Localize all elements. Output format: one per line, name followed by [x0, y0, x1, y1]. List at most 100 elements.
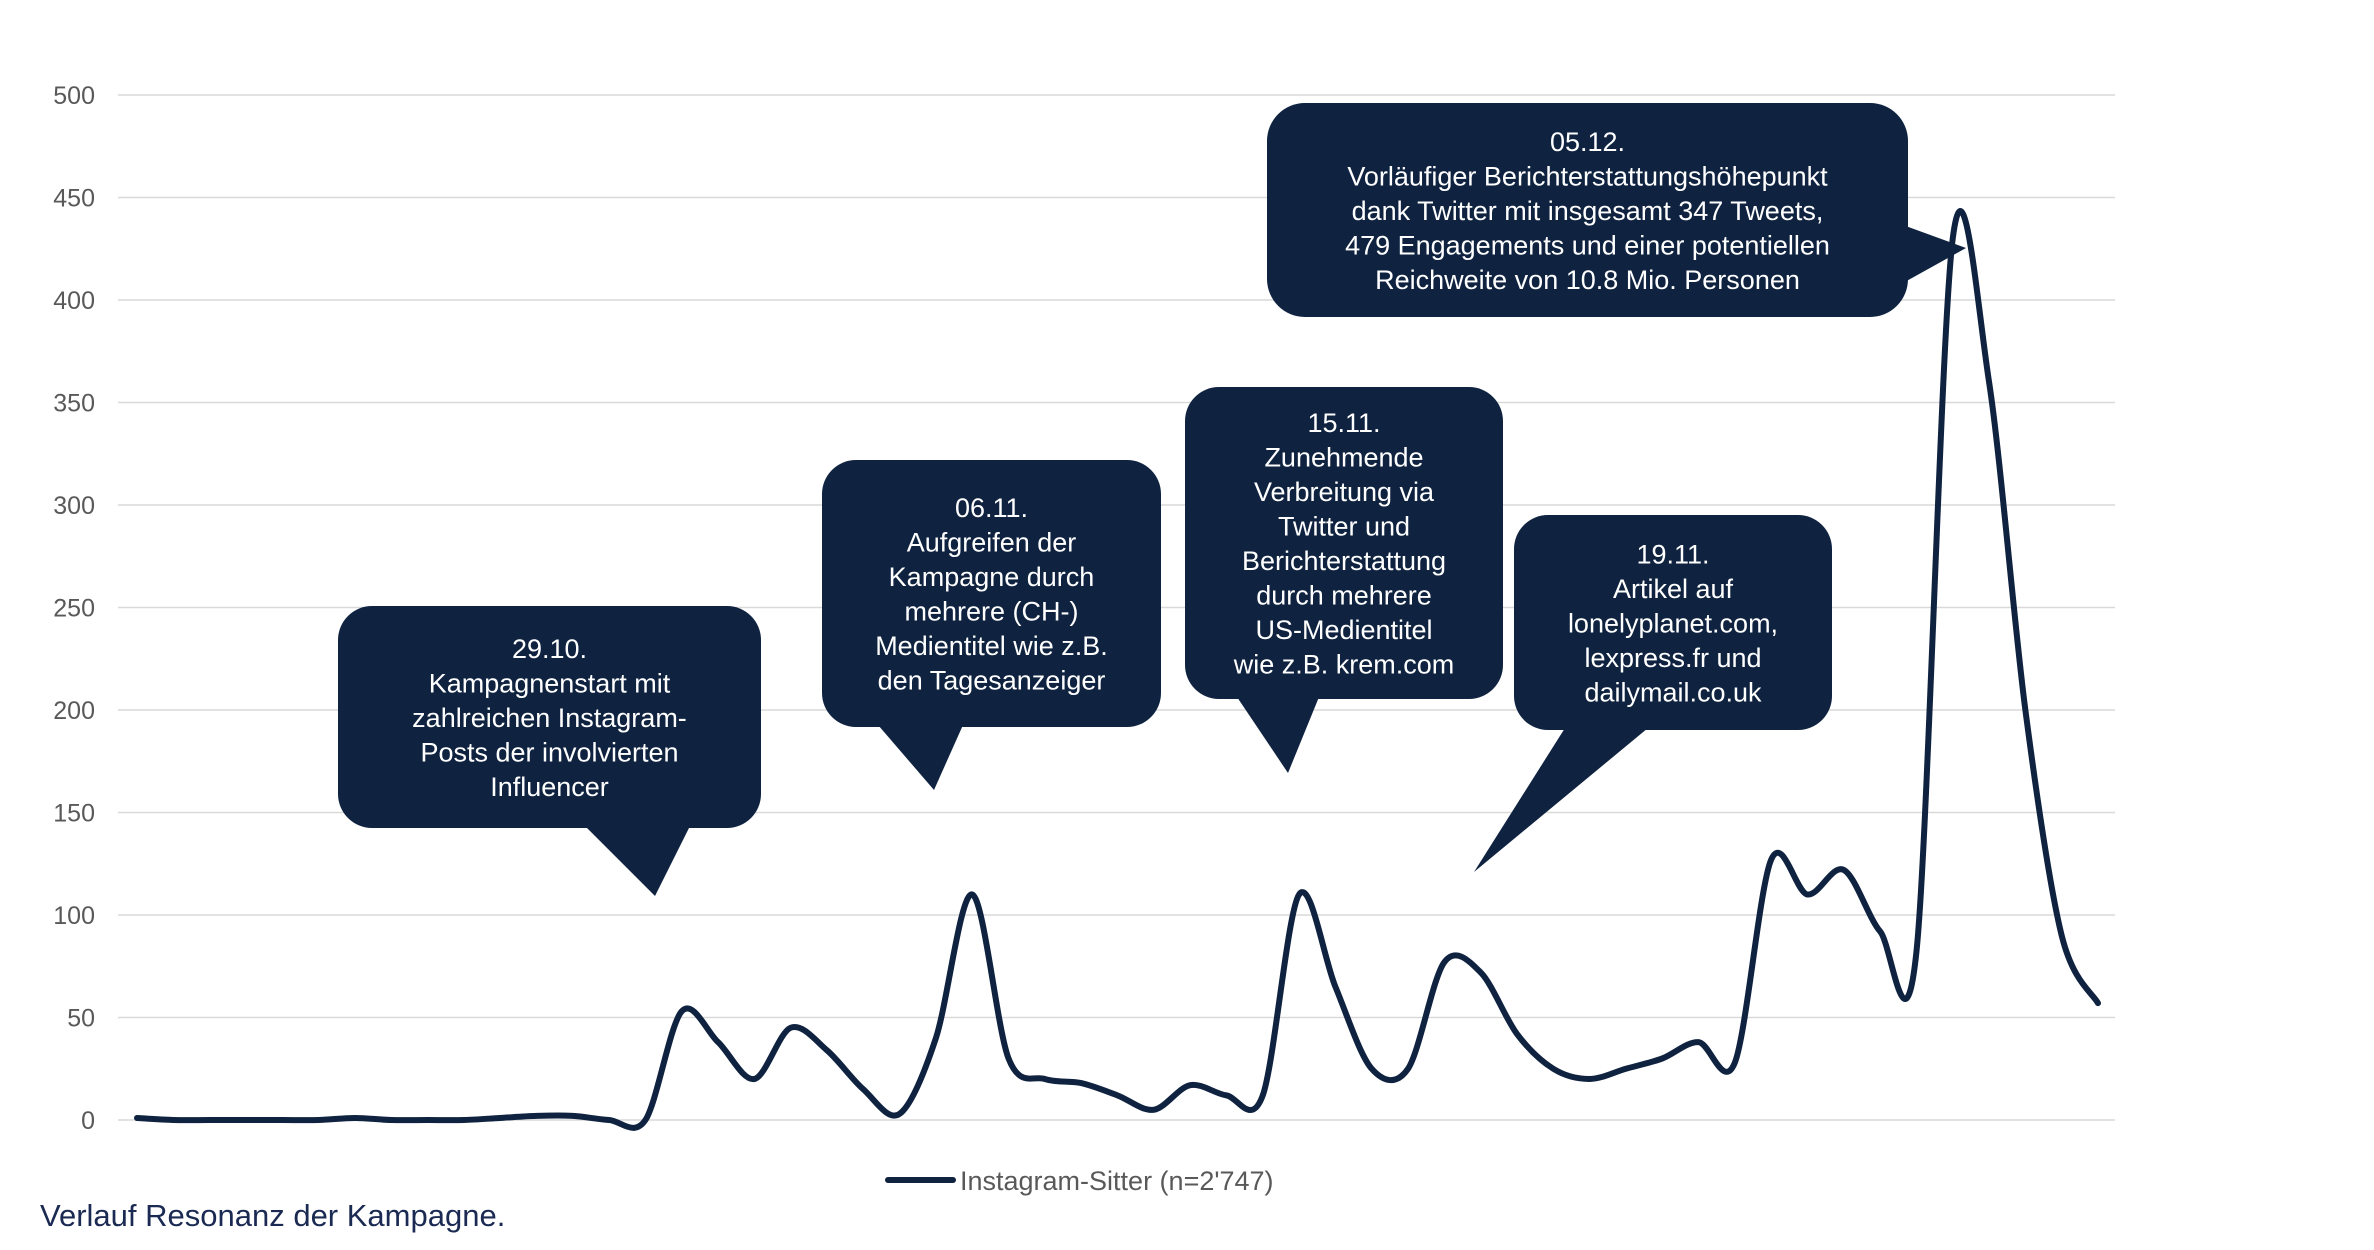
data-point — [1804, 892, 1810, 897]
data-point — [860, 1086, 866, 1092]
annotation-text: Artikel auf — [1613, 574, 1734, 604]
annotations: 29.10. Kampagnenstart mit zahlreichen Inst… — [338, 103, 1966, 896]
annotation-callout: 06.11. Aufgreifen der Kampagne durch mehrer… — [822, 460, 1161, 790]
data-point — [425, 1117, 431, 1123]
data-point — [1042, 1076, 1048, 1082]
callout-box — [1185, 387, 1503, 699]
legend-label: Instagram-Sitter (n=2'747) — [960, 1166, 1274, 1196]
annotation-text: Posts der involvierten — [420, 737, 678, 767]
y-tick-label: 250 — [53, 595, 95, 623]
y-tick-label: 400 — [53, 287, 95, 315]
data-point — [1950, 236, 1956, 241]
annotation-text: durch mehrere — [1256, 581, 1432, 611]
data-point — [679, 1008, 685, 1014]
annotation-text: lonelyplanet.com, — [1568, 608, 1778, 638]
data-point — [1296, 892, 1302, 897]
data-point — [1550, 1066, 1556, 1072]
data-point — [1623, 1066, 1629, 1072]
y-tick-label: 150 — [53, 800, 95, 828]
annotation-text: US-Medientitel — [1255, 615, 1432, 645]
annotation-text: 29.10. — [512, 634, 587, 664]
data-point — [1768, 857, 1774, 863]
data-point — [279, 1117, 285, 1123]
data-point — [1369, 1066, 1375, 1072]
data-point — [751, 1076, 757, 1082]
callout-box — [1267, 103, 1908, 317]
data-point — [170, 1117, 176, 1123]
data-point — [1913, 949, 1919, 955]
annotation-text: Reichweite von 10.8 Mio. Personen — [1375, 265, 1800, 295]
callout-pointer — [1474, 728, 1648, 872]
data-point — [388, 1117, 394, 1123]
annotation-text: 05.12. — [1550, 127, 1625, 157]
data-point — [134, 1115, 140, 1121]
data-point — [352, 1115, 358, 1121]
annotation-text: 15.11. — [1307, 408, 1380, 438]
data-point — [1115, 1092, 1120, 1098]
callout-pointer — [585, 826, 690, 896]
annotation-callout: 15.11. Zunehmende Verbreitung via Twitter u… — [1185, 387, 1503, 773]
series-points — [134, 236, 2101, 1123]
data-point — [1732, 1060, 1738, 1066]
annotation-text: 19.11. — [1636, 539, 1709, 569]
data-point — [969, 892, 975, 897]
annotation-text: Vorläufiger Berichterstattungshöhepunkt — [1347, 161, 1828, 191]
series-lines — [134, 208, 2101, 1131]
data-point — [642, 1117, 648, 1123]
callout-box — [822, 460, 1161, 727]
annotation-text: Kampagnenstart mit — [429, 668, 671, 698]
data-point — [1223, 1092, 1229, 1098]
y-tick-label: 500 — [53, 82, 95, 110]
data-point — [316, 1117, 322, 1123]
data-point — [207, 1117, 213, 1123]
annotation-text: Berichterstattung — [1242, 546, 1446, 576]
y-tick-label: 350 — [53, 390, 95, 418]
annotation-text: den Tagesanzeiger — [878, 666, 1106, 696]
legend: Instagram-Sitter (n=2'747) — [885, 1166, 1274, 1196]
data-point — [715, 1039, 721, 1045]
data-point — [1332, 984, 1338, 990]
data-point — [1441, 959, 1447, 965]
data-point — [1696, 1039, 1702, 1045]
data-point — [1260, 1092, 1266, 1098]
callout-pointer — [878, 725, 963, 790]
callout-pointer — [1903, 225, 1966, 283]
data-point — [1478, 969, 1484, 975]
data-point — [1151, 1107, 1157, 1113]
data-point — [2059, 933, 2065, 938]
chart-caption: Verlauf Resonanz der Kampagne. — [40, 1198, 506, 1233]
data-point — [2022, 707, 2028, 713]
data-point — [243, 1117, 249, 1123]
data-point — [461, 1117, 467, 1123]
data-point — [497, 1115, 503, 1121]
data-point — [1405, 1066, 1411, 1072]
series-line — [134, 208, 2101, 1131]
y-tick-label: 100 — [53, 902, 95, 930]
data-point — [824, 1047, 830, 1053]
y-tick-label: 50 — [67, 1005, 95, 1033]
annotation-text: Aufgreifen der — [907, 528, 1077, 558]
annotation-callout: 05.12. Vorläufiger Berichterstattungshöhe… — [1267, 103, 1966, 317]
data-point — [1877, 928, 1883, 934]
annotation-text: Twitter und — [1278, 512, 1410, 542]
data-point — [933, 1035, 939, 1041]
annotation-text: 479 Engagements und einer potentiellen — [1345, 230, 1830, 260]
annotation-text: dank Twitter mit insgesamt 347 Tweets, — [1352, 196, 1824, 226]
annotation-text: wie z.B. krem.com — [1233, 650, 1455, 680]
data-point — [1006, 1056, 1012, 1061]
callout-pointer — [1237, 697, 1319, 773]
annotation-callout: 19.11. Artikel auf lonelyplanet.com, lexpre… — [1474, 515, 1832, 872]
data-point — [1986, 379, 1992, 385]
annotation-text: lexpress.fr und — [1584, 643, 1761, 673]
y-tick-label: 450 — [53, 185, 95, 213]
annotation-text: Zunehmende — [1264, 443, 1423, 473]
data-point — [1587, 1076, 1593, 1082]
y-axis-ticks: 0 50 100 150 200 250 300 350 400 450 500 — [53, 82, 95, 1135]
data-point — [897, 1111, 903, 1117]
y-tick-label: 200 — [53, 697, 95, 725]
y-tick-label: 300 — [53, 492, 95, 520]
annotation-text: Kampagne durch — [889, 562, 1095, 592]
data-point — [1514, 1031, 1520, 1037]
callout-box — [1514, 515, 1832, 730]
